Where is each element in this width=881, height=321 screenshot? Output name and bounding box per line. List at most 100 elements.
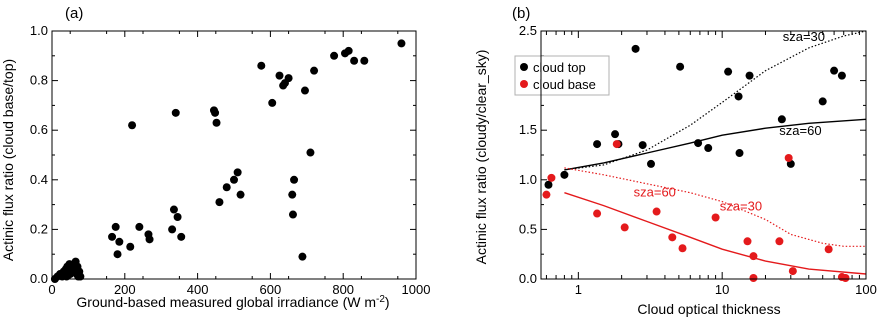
panel-b-y-tick-label: 0.0 [519, 271, 537, 286]
cloud-base-data-point [668, 233, 677, 242]
panel-b-x-tick-label: 10 [715, 282, 729, 297]
panel-b-y-tick-label: 0.5 [519, 221, 537, 236]
panel-b: (b) Actinic flux ratio (cloudy/clear_sky… [473, 5, 877, 317]
cloud-base-data-point [749, 274, 758, 283]
panel-a-data-point [290, 175, 299, 184]
panel-a-data-point [330, 51, 339, 60]
panel-a-data-point [350, 56, 359, 65]
panel-a: (a) Actinic flux ratio (cloud base/top) … [0, 5, 430, 310]
cloud-top-data-point [560, 170, 569, 179]
cloud-base-data-point [678, 244, 687, 253]
panel-a-data-point [300, 86, 309, 95]
panel-a-data-point [145, 235, 154, 244]
panel-a-data-point [113, 250, 122, 259]
panel-b-x-tick-label: 1 [575, 282, 582, 297]
panel-a-x-tick-label: 600 [260, 282, 282, 297]
panel-a-data-point [306, 148, 315, 157]
panel-b-legend: cloud top cloud base [514, 55, 610, 96]
panel-a-data-point [236, 190, 245, 199]
panel-a-data-point [298, 252, 307, 261]
panel-a-data-point [111, 222, 120, 231]
curve-annotation: sza=30 [783, 29, 825, 44]
panel-a-data-point [268, 98, 277, 107]
cloud-base-data-point [824, 245, 833, 254]
panel-a-plot-frame [51, 30, 417, 280]
cloud-base-data-point [542, 190, 551, 199]
panel-a-data-point [344, 46, 353, 55]
panel-a-x-axis-label-end: ) [385, 294, 390, 310]
cloud-base-data-point [749, 252, 758, 261]
panel-a-data-point [128, 121, 137, 130]
panel-a-label: (a) [65, 5, 83, 22]
cloud-base-data-point [743, 237, 752, 246]
panel-b-x-tick-label: 100 [855, 282, 877, 297]
panel-a-data-point [257, 61, 266, 70]
cloud-top-data-point [837, 71, 846, 80]
panel-a-data-point [135, 222, 144, 231]
curve-annotation: sza=60 [779, 123, 821, 138]
cloud-top-data-point [676, 62, 685, 71]
cloud-top-data-point [818, 97, 827, 106]
panel-a-x-tick-label: 400 [187, 282, 209, 297]
cloud-top-data-point [777, 115, 786, 124]
panel-a-data-point [397, 39, 406, 48]
legend-label-cloud-top: cloud top [533, 60, 586, 75]
panel-b-label: (b) [512, 5, 530, 22]
cloud-base-data-point [652, 207, 661, 216]
cloud-base-data-point [775, 237, 784, 246]
cloud-top-data-point [745, 71, 754, 80]
panel-b-x-axis-label: Cloud optical thickness [637, 301, 780, 317]
panel-a-y-tick-label: 0.6 [30, 122, 48, 137]
curve-annotation: sza=60 [634, 185, 676, 200]
panel-a-data-point [275, 71, 284, 80]
cloud-top-data-point [544, 180, 553, 189]
panel-a-x-tick-label: 0 [48, 282, 55, 297]
cloud-base-data-point [841, 274, 850, 283]
panel-a-x-tick-label: 1000 [402, 282, 431, 297]
legend-marker-cloud-base [520, 80, 528, 88]
model-curve-sza-30-cloud-base [564, 167, 866, 247]
model-curve-sza-30-cloud-top [564, 30, 867, 171]
panel-b-y-tick-label: 1.0 [519, 172, 537, 187]
panel-a-x-axis-label-main: Ground-based measured global irradiance … [76, 294, 376, 310]
panel-a-data-point [288, 210, 297, 219]
cloud-base-data-point [593, 209, 602, 218]
cloud-base-data-point [612, 140, 621, 149]
panel-a-x-tick-label: 200 [114, 282, 136, 297]
panel-a-y-tick-label: 0.2 [30, 221, 48, 236]
model-curve-sza-60-cloud-base [564, 192, 867, 275]
panel-a-data-point [310, 66, 319, 75]
panel-a-data-point [288, 190, 297, 199]
panel-b-y-tick-label: 2.5 [519, 23, 537, 38]
panel-a-data-point [115, 237, 124, 246]
panel-a-data-point [126, 242, 135, 251]
model-curve-sza-60-cloud-top [564, 118, 867, 171]
cloud-top-data-point [631, 44, 640, 53]
panel-a-data-point [284, 74, 293, 83]
panel-a-data-point [177, 232, 186, 241]
cloud-top-data-point [694, 139, 703, 148]
cloud-top-data-point [734, 92, 743, 101]
panel-a-data-point [168, 225, 177, 234]
cloud-base-data-point [620, 223, 629, 232]
panel-a-data-point [211, 108, 220, 117]
cloud-base-data-point [711, 213, 720, 222]
panel-a-data-point [230, 175, 238, 184]
panel-b-y-tick-label: 1.5 [519, 122, 537, 137]
panel-a-data-point [360, 56, 369, 65]
cloud-base-data-point [547, 173, 556, 182]
panel-b-plot-frame [540, 30, 867, 280]
cloud-top-data-point [735, 149, 744, 158]
panel-a-y-tick-label: 1.0 [30, 23, 48, 38]
panel-a-ticks: 0 200 400 600 800 1000 0.0 0.2 0.4 0.6 0.8 1.0 [30, 23, 431, 297]
panel-a-x-axis-label: Ground-based measured global irradiance … [76, 294, 389, 310]
panel-a-data-point [108, 232, 117, 241]
panel-a-y-axis-label: Actinic flux ratio (cloud base/top) [0, 59, 16, 261]
cloud-top-data-point [638, 141, 647, 150]
panel-a-data-point [222, 183, 231, 192]
cloud-base-data-point [784, 153, 793, 162]
panel-a-y-tick-label: 0.4 [30, 172, 48, 187]
panel-b-model-curves [564, 30, 867, 275]
cloud-top-data-point [830, 66, 839, 75]
